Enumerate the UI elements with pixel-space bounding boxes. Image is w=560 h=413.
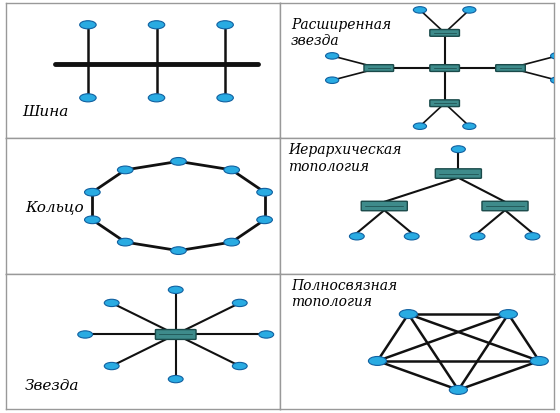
FancyBboxPatch shape [482, 202, 528, 211]
Circle shape [148, 21, 165, 30]
Circle shape [325, 78, 339, 84]
FancyBboxPatch shape [156, 330, 196, 339]
FancyBboxPatch shape [430, 101, 459, 107]
Circle shape [257, 216, 272, 224]
Circle shape [368, 357, 386, 366]
FancyBboxPatch shape [435, 169, 482, 179]
Text: Шина: Шина [22, 105, 68, 119]
Circle shape [217, 21, 234, 30]
Circle shape [169, 375, 183, 383]
Circle shape [78, 331, 92, 338]
Circle shape [325, 54, 339, 60]
Circle shape [232, 299, 247, 307]
Circle shape [169, 287, 183, 294]
Text: Звезда: Звезда [25, 377, 80, 392]
Circle shape [171, 158, 186, 166]
Text: Расширенная
звезда: Расширенная звезда [291, 18, 391, 48]
Text: Иерархическая
топология: Иерархическая топология [288, 143, 402, 173]
Text: Кольцо: Кольцо [25, 199, 83, 214]
FancyBboxPatch shape [430, 66, 459, 72]
Circle shape [257, 189, 272, 197]
Circle shape [80, 95, 96, 102]
Circle shape [463, 123, 476, 130]
Circle shape [500, 310, 517, 319]
Circle shape [80, 21, 96, 30]
FancyBboxPatch shape [361, 202, 407, 211]
FancyBboxPatch shape [496, 66, 525, 72]
Circle shape [118, 166, 133, 174]
Circle shape [85, 216, 100, 224]
Circle shape [224, 166, 240, 174]
Circle shape [413, 7, 427, 14]
Circle shape [449, 385, 468, 394]
Circle shape [470, 233, 485, 240]
Circle shape [224, 239, 240, 247]
Circle shape [463, 7, 476, 14]
Circle shape [550, 54, 560, 60]
Circle shape [399, 310, 417, 319]
Circle shape [349, 233, 364, 240]
Circle shape [118, 239, 133, 247]
Circle shape [259, 331, 274, 338]
Circle shape [104, 299, 119, 307]
FancyBboxPatch shape [364, 66, 394, 72]
Circle shape [413, 123, 427, 130]
Circle shape [550, 78, 560, 84]
Circle shape [104, 363, 119, 370]
Circle shape [232, 363, 247, 370]
FancyBboxPatch shape [430, 31, 459, 37]
Text: Полносвязная
топология: Полносвязная топология [291, 278, 397, 308]
Circle shape [404, 233, 419, 240]
Circle shape [148, 95, 165, 102]
Circle shape [217, 95, 234, 102]
Circle shape [85, 189, 100, 197]
Circle shape [451, 146, 465, 153]
Circle shape [171, 247, 186, 255]
Circle shape [525, 233, 540, 240]
Circle shape [530, 357, 548, 366]
